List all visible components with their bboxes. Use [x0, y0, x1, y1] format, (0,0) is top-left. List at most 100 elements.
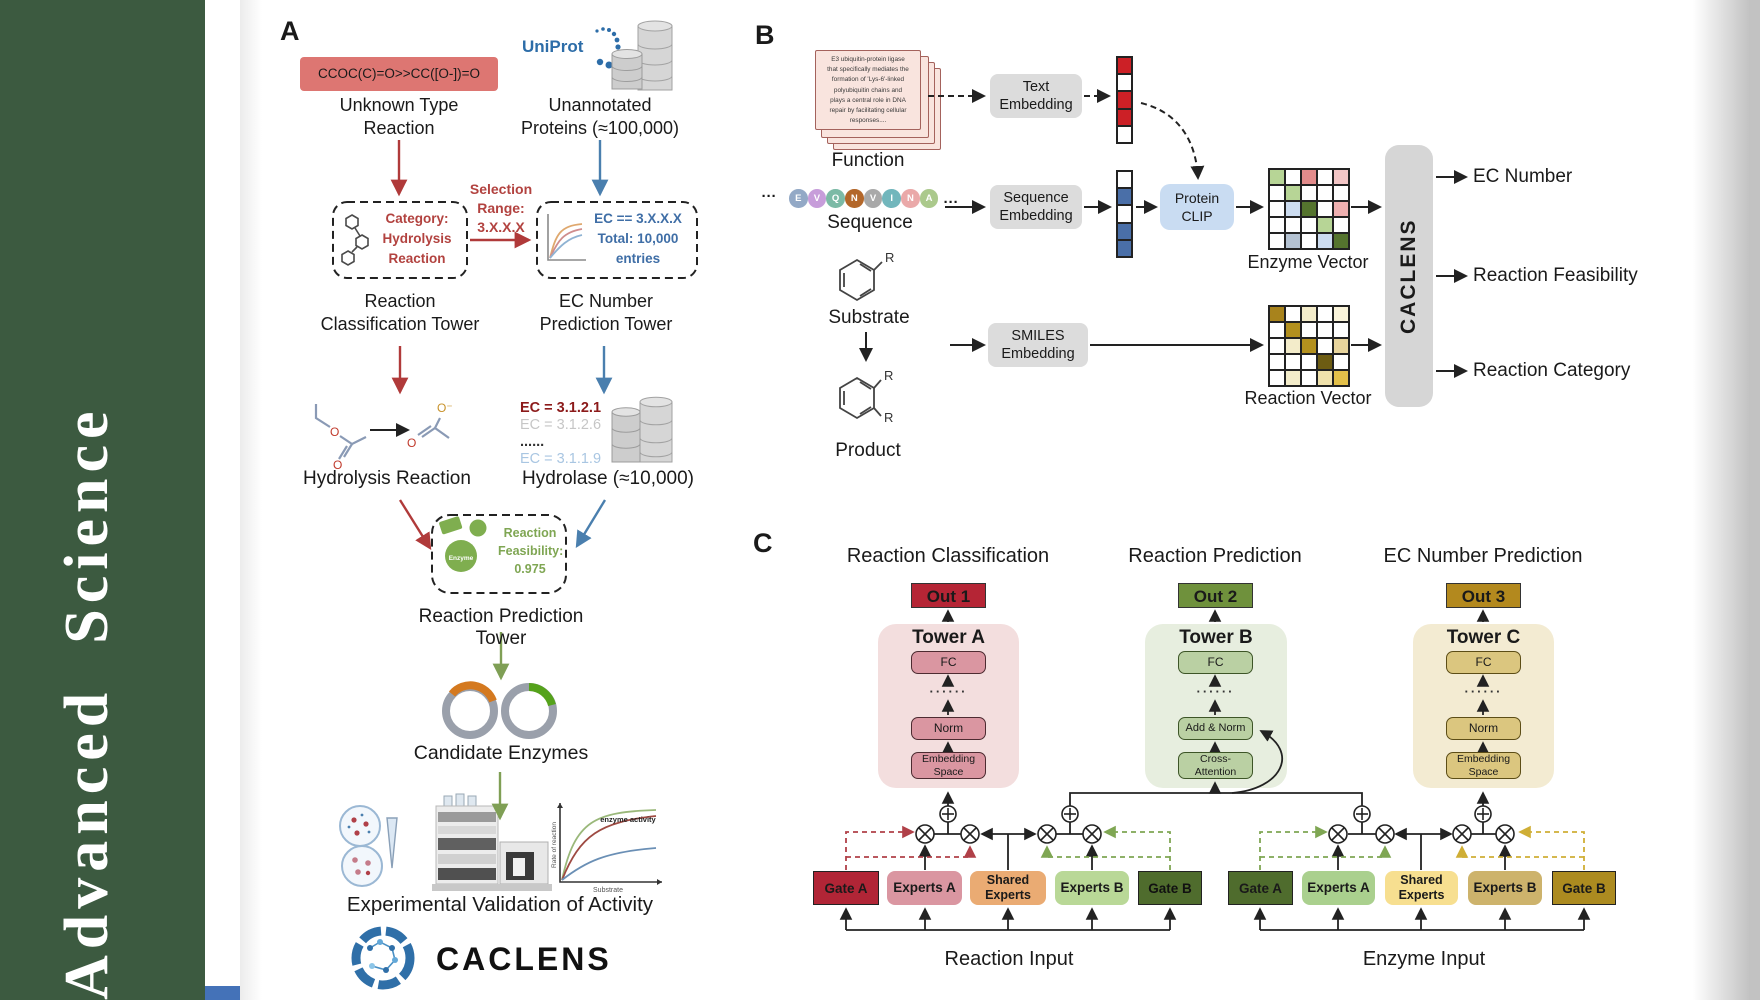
enzyme-icon: Enzyme — [439, 516, 487, 572]
vector-cell — [1333, 217, 1349, 233]
vector-cell — [1269, 322, 1285, 338]
left-experts-a-box: Experts A — [887, 871, 962, 905]
tower-a-embedding-space-block: Embedding Space — [911, 752, 986, 779]
vector-cell — [1333, 201, 1349, 217]
right-experts-a-box: Experts A — [1302, 871, 1375, 905]
vector-cell — [1285, 217, 1301, 233]
vector-cell — [1117, 188, 1132, 206]
vector-cell — [1117, 239, 1132, 257]
output-reaction-category: Reaction Category — [1473, 360, 1631, 381]
ec-dashed-box — [536, 201, 698, 279]
tower-b-name: Tower B — [1179, 627, 1253, 648]
sequence-embedding-box: Sequence Embedding — [990, 185, 1082, 229]
text-embedding-box: Text Embedding — [990, 74, 1082, 118]
vector-cell — [1117, 108, 1132, 126]
vector-cell — [1301, 185, 1317, 201]
vector-cell — [1285, 354, 1301, 370]
function-card: E3 ubiquitin-protein ligase that specifi… — [815, 50, 921, 130]
vector-cell — [1269, 338, 1285, 354]
vector-cell — [1269, 169, 1285, 185]
function-label: Function — [831, 150, 905, 171]
left-shared-experts-box: Shared Experts — [970, 871, 1046, 905]
vector-cell — [1333, 354, 1349, 370]
svg-text:Enzyme: Enzyme — [449, 555, 474, 562]
reaction-vector-label: Reaction Vector — [1244, 388, 1372, 408]
category-dashed-box — [332, 201, 468, 279]
molecule-sketch-icon — [341, 214, 369, 266]
residue-circle: V — [863, 189, 883, 208]
sequence-label: Sequence — [827, 212, 913, 233]
tower-c-fc-block: FC — [1446, 651, 1521, 674]
vector-cell — [1285, 322, 1301, 338]
kinetics-curve-label: enzyme activity — [600, 815, 656, 824]
sequence-embedding-vector — [1116, 170, 1133, 258]
svg-text:O: O — [407, 436, 416, 450]
sum-node-icon — [1353, 805, 1371, 823]
vector-cell — [1301, 354, 1317, 370]
residue-circle: Q — [826, 189, 845, 208]
enzyme-vector-grid — [1268, 168, 1350, 250]
vector-cell — [1317, 233, 1333, 249]
output-ec-number: EC Number — [1473, 166, 1573, 187]
ec-number-prediction-tower-label: EC Number Prediction Tower — [539, 291, 673, 334]
ec-result-list: EC = 3.1.2.1 EC = 3.1.2.6 ...... EC = 3.… — [520, 400, 602, 467]
benzene-substrate-icon — [839, 258, 883, 302]
hydrolysis-reaction-label: Hydrolysis Reaction — [303, 468, 471, 489]
tower-c-embedding-space-block: Embedding Space — [1446, 752, 1521, 779]
vector-cell — [1117, 125, 1132, 143]
product-node-icon — [1082, 824, 1102, 844]
right-gate-a-box: Gate A — [1228, 871, 1293, 905]
vector-cell — [1333, 338, 1349, 354]
kinetics-chart-icon: enzyme activity Rate of reaction Substra… — [551, 803, 662, 894]
tower-c-name: Tower C — [1446, 627, 1521, 648]
vector-cell — [1301, 306, 1317, 322]
sequence-ellipsis-left: ··· — [761, 188, 777, 205]
vector-cell — [1301, 338, 1317, 354]
vector-cell — [1301, 322, 1317, 338]
product-node-icon — [960, 824, 980, 844]
vector-cell — [1333, 169, 1349, 185]
vector-cell — [1269, 185, 1285, 201]
title-reaction-classification: Reaction Classification — [846, 545, 1050, 567]
product-label: Product — [835, 440, 901, 461]
svg-text:O: O — [333, 458, 342, 472]
caclens-model-bar: CACLENS — [1385, 145, 1433, 407]
kinetics-xlabel: Substrate — [593, 887, 623, 894]
vector-cell — [1117, 222, 1132, 240]
unknown-reaction-label: Unknown Type Reaction — [339, 95, 459, 138]
enzyme-vector-label: Enzyme Vector — [1247, 252, 1369, 272]
title-reaction-prediction: Reaction Prediction — [1128, 545, 1302, 567]
vector-cell — [1317, 169, 1333, 185]
vector-cell — [1285, 338, 1301, 354]
uniprot-logo: UniProt — [522, 37, 584, 56]
residue-circle: E — [789, 189, 808, 208]
hydrolase-database-icon — [611, 396, 673, 463]
vector-cell — [1117, 91, 1132, 109]
tower-a-fc-block: FC — [911, 651, 986, 674]
page-left-shadow — [240, 0, 262, 1000]
tower-a-dots: ······ — [929, 684, 968, 699]
residue-circle: A — [919, 189, 939, 208]
product-node-icon — [1037, 824, 1057, 844]
uniprot-database-icon — [611, 20, 673, 91]
vector-cell — [1317, 370, 1333, 386]
vector-cell — [1117, 57, 1132, 75]
vector-cell — [1333, 185, 1349, 201]
reaction-prediction-tower-label: Reaction Prediction Tower — [418, 606, 584, 649]
substrate-label: Substrate — [828, 307, 910, 328]
residue-circle: N — [901, 189, 920, 208]
tower-a-name: Tower A — [912, 627, 985, 648]
vector-cell — [1301, 217, 1317, 233]
vector-cell — [1285, 370, 1301, 386]
reaction-classification-tower-label: Reaction Classification Tower — [320, 291, 480, 334]
tower-b-dots: ······ — [1196, 684, 1235, 699]
caclens-wordmark: CACLENS — [436, 941, 612, 977]
product-node-icon — [1328, 824, 1348, 844]
sum-node-icon — [939, 805, 957, 823]
vector-cell — [1333, 233, 1349, 249]
reaction-feasibility-label: Reaction Feasibility: 0.975 — [498, 526, 564, 576]
sum-node-icon — [1474, 805, 1492, 823]
product-r2-label: R — [884, 410, 893, 425]
svg-text:O⁻: O⁻ — [437, 401, 453, 415]
